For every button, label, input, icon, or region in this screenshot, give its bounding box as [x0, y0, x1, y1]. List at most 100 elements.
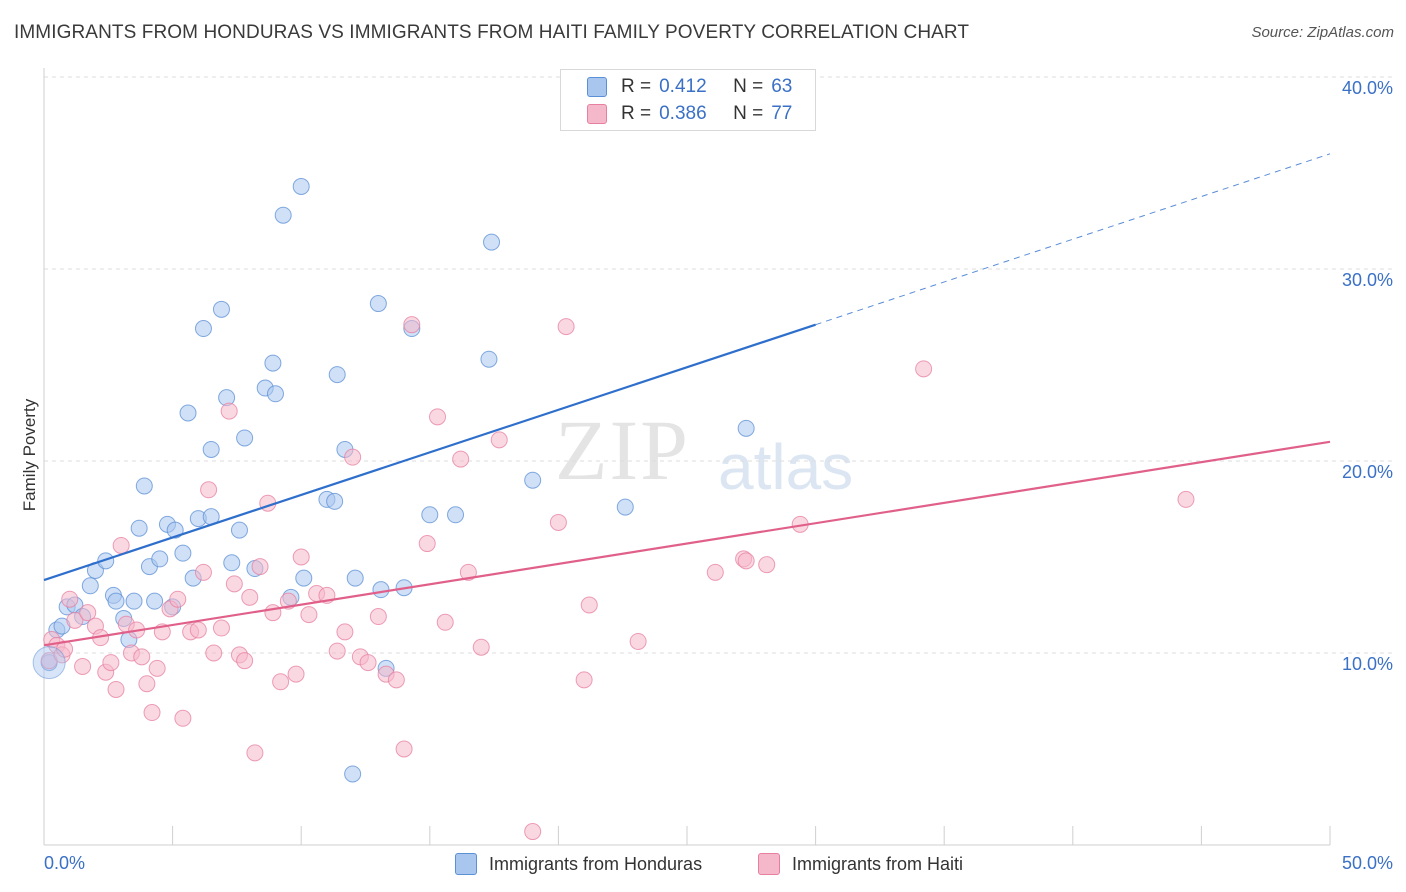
- honduras-point: [174, 544, 192, 562]
- honduras-point: [135, 477, 153, 495]
- source-label: Source: ZipAtlas.com: [1251, 24, 1394, 41]
- legend-n-value: 63: [771, 76, 793, 97]
- honduras-point: [344, 765, 362, 783]
- haiti-point: [452, 450, 470, 468]
- legend-item-honduras: Immigrants from Honduras: [455, 850, 702, 878]
- honduras-point: [737, 419, 755, 437]
- legend-n-value: 77: [771, 103, 793, 124]
- honduras-point: [346, 569, 364, 587]
- haiti-point: [272, 673, 290, 691]
- honduras-point: [616, 498, 634, 516]
- haiti-point: [251, 558, 269, 576]
- haiti-point: [169, 590, 187, 608]
- honduras-point: [107, 592, 125, 610]
- legend-r-label: R =: [621, 103, 652, 124]
- haiti-point: [459, 563, 477, 581]
- y-tick-label: 30.0%: [1342, 270, 1393, 290]
- haiti-point: [148, 659, 166, 677]
- honduras-point: [480, 350, 498, 368]
- honduras-point: [295, 569, 313, 587]
- haiti-point: [549, 513, 567, 531]
- honduras-trendline-extension: [815, 153, 1331, 326]
- honduras-point: [524, 471, 542, 489]
- haiti-point: [490, 431, 508, 449]
- honduras-point: [421, 506, 439, 524]
- haiti-point: [915, 360, 933, 378]
- haiti-point: [292, 548, 310, 566]
- haiti-point: [436, 613, 454, 631]
- haiti-point: [220, 402, 238, 420]
- honduras-point: [130, 519, 148, 537]
- series-legend: Immigrants from Honduras Immigrants from…: [0, 850, 1406, 878]
- haiti-point: [107, 680, 125, 698]
- haiti-point: [557, 318, 575, 336]
- honduras-point: [483, 233, 501, 251]
- y-tick-label: 10.0%: [1342, 654, 1393, 674]
- legend-swatch-haiti: [758, 853, 780, 875]
- haiti-point: [344, 448, 362, 466]
- haiti-point: [472, 638, 490, 656]
- haiti-point: [429, 408, 447, 426]
- haiti-point: [264, 604, 282, 622]
- honduras-point: [292, 177, 310, 195]
- haiti-point: [359, 654, 377, 672]
- haiti-point: [1177, 490, 1195, 508]
- haiti-point: [737, 552, 755, 570]
- y-tick-label: 20.0%: [1342, 462, 1393, 482]
- legend-swatch-honduras: [587, 77, 607, 97]
- legend-swatch-honduras: [455, 853, 477, 875]
- legend-r-label: R =: [621, 76, 652, 97]
- haiti-point: [138, 675, 156, 693]
- haiti-point: [133, 648, 151, 666]
- haiti-point: [369, 608, 387, 626]
- haiti-point: [418, 535, 436, 553]
- haiti-point: [575, 671, 593, 689]
- haiti-point: [328, 642, 346, 660]
- haiti-trendline: [43, 440, 1331, 647]
- honduras-point: [146, 592, 164, 610]
- honduras-point: [447, 506, 465, 524]
- haiti-point: [200, 481, 218, 499]
- honduras-point: [326, 492, 344, 510]
- legend-n-label: N =: [733, 76, 764, 97]
- haiti-point: [387, 671, 405, 689]
- haiti-point: [236, 652, 254, 670]
- x-tick-label: 0.0%: [44, 853, 85, 873]
- honduras-point: [202, 440, 220, 458]
- honduras-point: [179, 404, 197, 422]
- haiti-point: [112, 536, 130, 554]
- haiti-point: [189, 621, 207, 639]
- haiti-point: [524, 823, 542, 841]
- honduras-point: [230, 521, 248, 539]
- honduras-point: [125, 592, 143, 610]
- legend-r-value: 0.386: [659, 103, 707, 124]
- haiti-point: [194, 563, 212, 581]
- haiti-point: [758, 556, 776, 574]
- haiti-point: [174, 709, 192, 727]
- honduras-point: [32, 646, 66, 680]
- honduras-point: [328, 366, 346, 384]
- legend-row-honduras: R = 0.412 N = 63: [587, 75, 792, 99]
- honduras-point: [266, 385, 284, 403]
- y-tick-label: 40.0%: [1342, 78, 1393, 98]
- honduras-point: [212, 300, 230, 318]
- haiti-point: [61, 590, 79, 608]
- haiti-point: [287, 665, 305, 683]
- haiti-point: [66, 611, 84, 629]
- haiti-point: [74, 657, 92, 675]
- haiti-point: [79, 604, 97, 622]
- honduras-point: [236, 429, 254, 447]
- haiti-point: [300, 606, 318, 624]
- chart-title: IMMIGRANTS FROM HONDURAS VS IMMIGRANTS F…: [14, 22, 970, 43]
- haiti-point: [246, 744, 264, 762]
- haiti-point: [205, 644, 223, 662]
- watermark-zip: ZIP: [555, 402, 690, 498]
- x-tick-label: 50.0%: [1342, 853, 1393, 873]
- legend-label-haiti: Immigrants from Haiti: [792, 853, 964, 874]
- haiti-point: [580, 596, 598, 614]
- honduras-trendline: [43, 323, 816, 582]
- honduras-point: [166, 521, 184, 539]
- haiti-point: [212, 619, 230, 637]
- haiti-point: [629, 632, 647, 650]
